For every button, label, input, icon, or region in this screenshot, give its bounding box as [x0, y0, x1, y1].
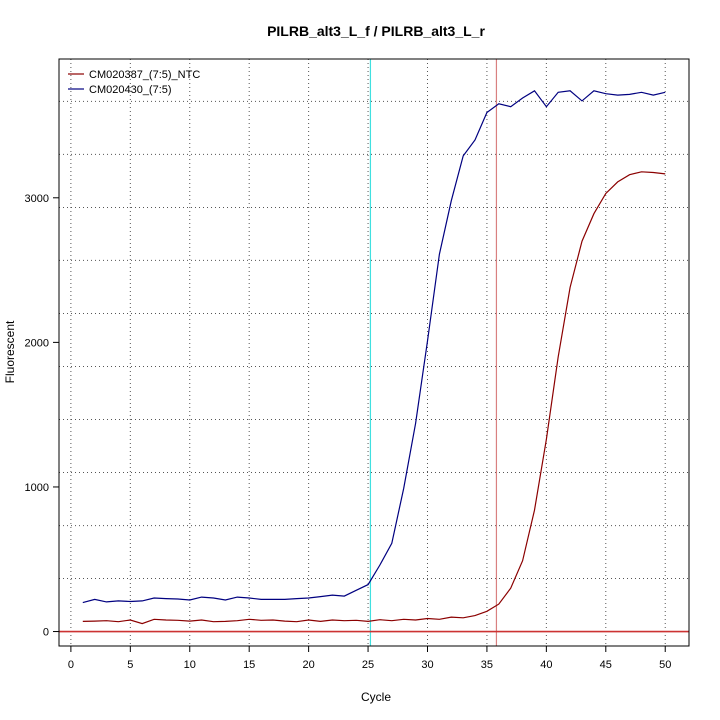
x-tick-label: 35 [481, 659, 493, 671]
y-tick-label: 2000 [25, 337, 49, 349]
y-axis-ticks: 0 1000 2000 3000 [25, 193, 59, 639]
chart-title: PILRB_alt3_L_f / PILRB_alt3_L_r [267, 23, 485, 39]
legend: CM020387_(7:5)_NTC CM020430_(7:5) [68, 69, 200, 96]
marker-lines [59, 59, 689, 646]
x-tick-label: 0 [68, 659, 74, 671]
series-line-1 [82, 171, 666, 625]
x-tick-label: 25 [362, 659, 374, 671]
x-tick-label: 5 [127, 659, 133, 671]
x-tick-label: 20 [302, 659, 314, 671]
y-tick-label: 0 [43, 627, 49, 639]
x-tick-label: 40 [540, 659, 552, 671]
x-axis-label: Cycle [361, 690, 391, 704]
legend-label-2: CM020430_(7:5) [89, 84, 172, 96]
legend-label-1: CM020387_(7:5)_NTC [89, 69, 200, 81]
x-axis-ticks: 0 5 10 15 20 25 30 35 40 45 50 [68, 646, 671, 671]
x-tick-label: 45 [600, 659, 612, 671]
y-tick-label: 1000 [25, 482, 49, 494]
x-tick-label: 50 [659, 659, 671, 671]
grid-layer [59, 59, 689, 646]
plot-frame [58, 58, 690, 647]
y-tick-label: 3000 [25, 193, 49, 205]
x-tick-label: 15 [243, 659, 255, 671]
x-tick-label: 30 [421, 659, 433, 671]
y-axis-label: Fluorescent [3, 320, 17, 383]
x-tick-label: 10 [184, 659, 196, 671]
series-layer [82, 90, 666, 625]
series-line-2 [82, 90, 666, 604]
